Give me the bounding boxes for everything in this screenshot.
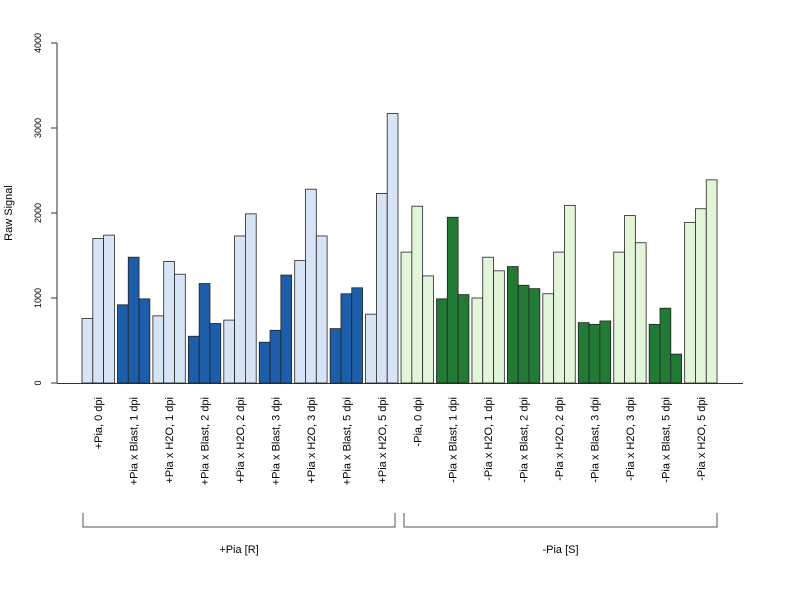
bar: [659, 307, 672, 384]
bar: [695, 208, 707, 384]
bar: [517, 284, 530, 384]
bar: [684, 221, 696, 384]
category-labels: +Pia, 0 dpi +Pia x Blast, 1 dpi +Pia x H2O…: [93, 397, 708, 485]
category-label: -Pia x Blast, 5 dpi: [660, 397, 672, 483]
bar: [493, 270, 505, 384]
bar: [624, 215, 636, 384]
category-label: -Pia x Blast, 2 dpi: [519, 397, 531, 483]
bar: [670, 353, 682, 384]
group-label: +Pia [R]: [219, 544, 258, 556]
bar: [209, 323, 222, 384]
bar: [280, 274, 293, 384]
bar: [553, 251, 565, 384]
y-axis-label: Raw Signal: [3, 185, 15, 241]
group-bracket: [403, 513, 718, 528]
bar: [599, 320, 612, 384]
category-label: -Pia x H2O, 1 dpi: [483, 397, 495, 481]
bar: [117, 304, 129, 384]
group-bracket: [82, 513, 396, 528]
bar: [234, 235, 246, 384]
bar: [174, 273, 186, 384]
bars-layer: [81, 113, 718, 384]
bar: [365, 313, 377, 384]
category-label: -Pia x Blast, 1 dpi: [448, 397, 460, 483]
bar: [187, 335, 200, 384]
bar: [340, 293, 353, 384]
y-axis: 0 1000 2000 3000 4000: [33, 33, 58, 386]
category-label: +Pia x H2O, 5 dpi: [377, 397, 389, 484]
bar: [436, 298, 448, 384]
category-label: -Pia x Blast, 3 dpi: [590, 397, 602, 483]
y-tick-label: 3000: [33, 118, 43, 138]
bar: [244, 213, 257, 384]
bar: [588, 323, 601, 384]
category-label: +Pia x H2O, 3 dpi: [306, 397, 318, 484]
bar: [152, 315, 165, 384]
bar: [564, 204, 576, 384]
category-label: +Pia x H2O, 1 dpi: [164, 397, 176, 484]
bar: [506, 266, 519, 384]
bar: [528, 288, 541, 384]
bar: [351, 287, 363, 384]
bar: [634, 242, 647, 384]
y-tick-label: 0: [33, 380, 43, 385]
bar: [705, 179, 718, 384]
bar: [223, 319, 236, 384]
bar: [400, 251, 413, 384]
bar: [457, 294, 470, 384]
bar: [92, 238, 105, 384]
bar: [471, 297, 484, 384]
bar: [613, 251, 625, 384]
category-label: -Pia x H2O, 2 dpi: [554, 397, 566, 481]
bar: [305, 188, 317, 384]
bar: [269, 329, 282, 384]
category-label: +Pia x Blast, 1 dpi: [129, 397, 141, 485]
bar: [103, 234, 115, 384]
y-tick-label: 1000: [33, 288, 43, 308]
bar: [163, 261, 175, 384]
category-label: +Pia, 0 dpi: [93, 397, 105, 449]
bar: [648, 323, 661, 384]
category-label: -Pia x H2O, 3 dpi: [625, 397, 637, 481]
category-label: -Pia x H2O, 5 dpi: [696, 397, 708, 481]
category-label: +Pia x Blast, 5 dpi: [341, 397, 353, 485]
bar: [294, 260, 306, 384]
bar: [577, 322, 590, 384]
bar: [329, 328, 342, 384]
bar: [446, 216, 459, 384]
bar: [422, 275, 434, 384]
bar: [542, 293, 555, 384]
bar: [81, 317, 94, 384]
bar: [315, 235, 328, 384]
bar: [198, 283, 211, 384]
y-tick-label: 4000: [33, 33, 43, 53]
bar: [375, 193, 388, 384]
bar: [258, 341, 271, 384]
bar: [482, 256, 494, 384]
category-label: -Pia, 0 dpi: [412, 397, 424, 447]
category-label: +Pia x Blast, 2 dpi: [200, 397, 212, 485]
group-brackets: +Pia [R] -Pia [S]: [82, 513, 718, 556]
bar: [138, 298, 151, 384]
group-label: -Pia [S]: [542, 544, 578, 556]
y-tick-label: 2000: [33, 203, 43, 223]
category-label: +Pia x Blast, 3 dpi: [270, 397, 282, 485]
bar: [386, 113, 399, 384]
bar: [411, 205, 424, 384]
bar: [127, 256, 140, 384]
category-label: +Pia x H2O, 2 dpi: [235, 397, 247, 484]
